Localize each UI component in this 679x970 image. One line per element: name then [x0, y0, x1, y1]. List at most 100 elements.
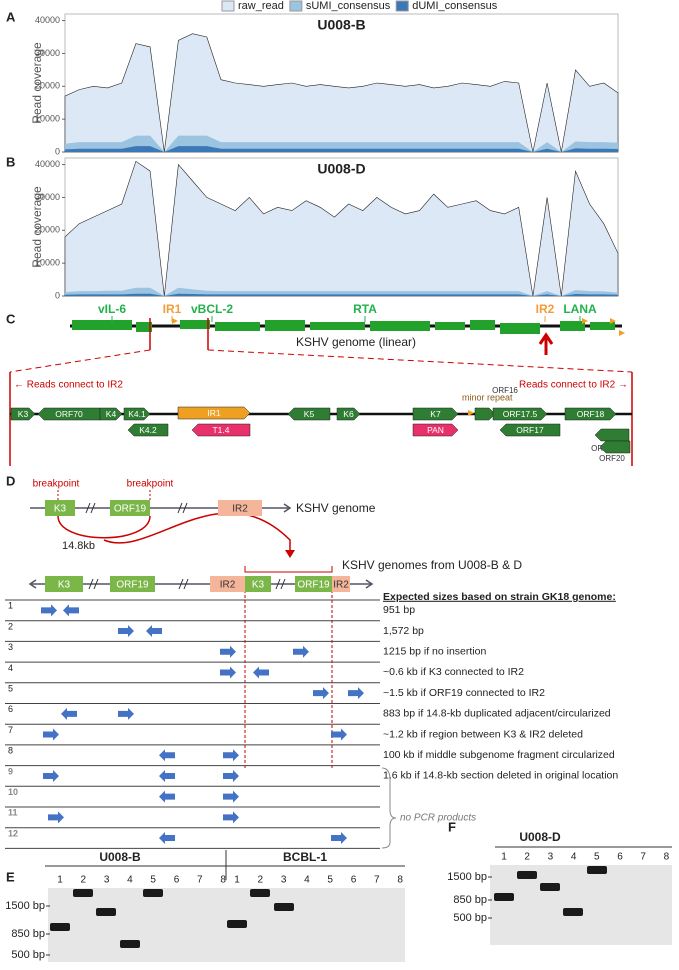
panel-label: A — [6, 9, 16, 24]
gel-title: BCBL-1 — [283, 850, 327, 864]
row-number: 6 — [8, 704, 13, 714]
distance-label: 14.8kb — [62, 540, 95, 552]
y-tick-label: 40000 — [35, 159, 60, 169]
region-label: K3 — [58, 580, 71, 591]
gel-band — [494, 893, 514, 901]
gene-arrow — [412, 407, 459, 421]
gene-label: K6 — [343, 409, 354, 419]
primer-arrow — [146, 625, 162, 638]
lane-number: 7 — [640, 852, 646, 863]
y-tick-label: 20000 — [35, 81, 60, 91]
region-box — [110, 500, 150, 516]
gene-label: K5 — [304, 409, 315, 419]
gene-arrow — [499, 423, 561, 437]
lane-number: 6 — [617, 852, 623, 863]
primer-arrow — [43, 769, 59, 782]
y-axis-label: Read coverage — [30, 42, 44, 124]
lane-number: 8 — [220, 875, 226, 886]
y-tick-label: 0 — [55, 146, 60, 156]
legend-label: raw_read — [238, 0, 284, 12]
region-label: IR2 — [220, 580, 236, 591]
lane-number: 1 — [234, 875, 240, 886]
gene-label: ORF17 — [516, 425, 544, 435]
insertion-arrowhead — [285, 550, 295, 558]
region-label: ORF19 — [116, 580, 149, 591]
gene-arrow — [287, 407, 331, 421]
landmark-label: LANA — [563, 302, 597, 316]
gene-arrow — [99, 407, 123, 421]
coverage-area — [65, 293, 618, 296]
region-label: ORF19 — [114, 504, 147, 515]
lane-number: 3 — [548, 852, 554, 863]
gel-band — [96, 908, 116, 916]
primer-arrow — [223, 790, 239, 803]
y-tick-label: 40000 — [35, 15, 60, 25]
gene-label: ORF17.5 — [503, 409, 538, 419]
expected-size: 100 kb if middle subgenome fragment circ… — [383, 749, 615, 761]
gene-arrow — [594, 428, 630, 442]
lane-number: 2 — [524, 852, 530, 863]
lane-number: 2 — [81, 875, 87, 886]
row-number: 2 — [8, 621, 13, 631]
row-number: 9 — [8, 766, 13, 776]
primer-arrow — [118, 707, 134, 720]
lane-number: 7 — [197, 875, 203, 886]
repeat-marker — [172, 318, 178, 324]
lane-number: 7 — [374, 875, 380, 886]
row-number: 5 — [8, 684, 13, 694]
gel-band — [250, 889, 270, 897]
gene-label: ORF16 — [492, 386, 518, 395]
gel-band — [227, 920, 247, 928]
gene-label: K3 — [18, 409, 29, 419]
no-product-label: no PCR products — [400, 813, 476, 824]
chart-title: U008-B — [317, 17, 365, 33]
gel-band — [143, 889, 163, 897]
insert-bracket — [244, 566, 333, 573]
break-mark — [85, 502, 188, 514]
gene-label: K7 — [430, 409, 441, 419]
gel-band — [274, 903, 294, 911]
y-tick-label: 20000 — [35, 225, 60, 235]
genome-caption: KSHV genome — [296, 501, 376, 515]
primer-arrow — [223, 749, 239, 762]
primer-arrow — [331, 728, 347, 741]
expected-size: 883 bp if 14.8-kb duplicated adjacent/ci… — [383, 708, 611, 720]
primer-arrow — [41, 604, 57, 617]
primer-arrow — [159, 832, 175, 845]
ladder-label: 500 bp — [11, 949, 45, 961]
row-number: 3 — [8, 642, 13, 652]
primer-arrow — [63, 604, 79, 617]
zoom-line — [207, 349, 633, 373]
insertion-arrow — [103, 512, 291, 555]
ir2-arrow — [538, 332, 554, 355]
row-number: 7 — [8, 725, 13, 735]
reads-label: Reads connect to IR2 → — [519, 380, 628, 391]
region-box — [245, 576, 271, 592]
gel-band — [540, 883, 560, 891]
region-box — [332, 576, 350, 592]
y-tick-label: 10000 — [35, 258, 60, 268]
break-mark — [88, 578, 286, 590]
coverage-area — [64, 33, 619, 153]
ladder-label: 500 bp — [453, 912, 487, 924]
repeat-marker — [582, 318, 588, 324]
lane-number: 8 — [664, 852, 670, 863]
expected-size: 1215 bp if no insertion — [383, 646, 486, 658]
region-label: ORF19 — [297, 580, 330, 591]
repeat-marker — [619, 330, 625, 336]
y-tick-label: 30000 — [35, 192, 60, 202]
row-number: 11 — [8, 808, 18, 818]
landmark-label: vBCL-2 — [191, 302, 233, 316]
primer-arrow — [223, 769, 239, 782]
gene-arrow — [564, 407, 617, 421]
repeat-marker — [468, 410, 474, 416]
gene-label: ORF70 — [55, 409, 83, 419]
lane-number: 3 — [281, 875, 287, 886]
gene-label: IR1 — [207, 408, 221, 418]
gene-label: ORF20 — [599, 454, 625, 463]
expected-size: ~1.2 kb if region between K3 & IR2 delet… — [383, 728, 583, 740]
primer-arrow — [223, 811, 239, 824]
coverage-area — [65, 287, 618, 296]
gene-arrow — [177, 406, 251, 420]
